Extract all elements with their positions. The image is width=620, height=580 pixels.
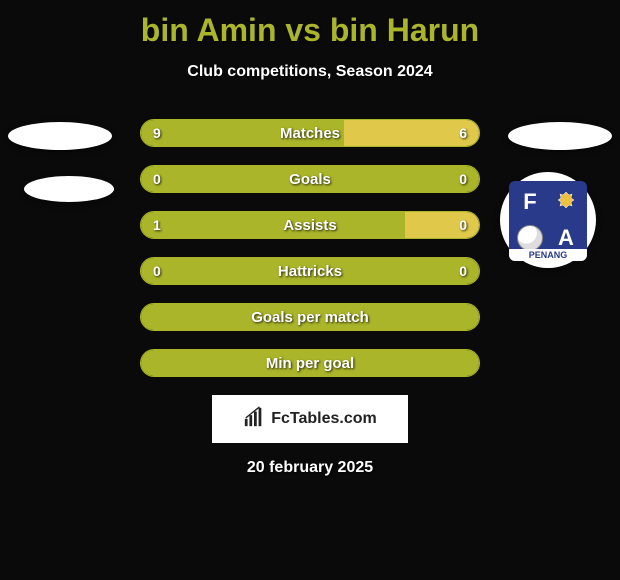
stat-bar-left xyxy=(141,212,405,238)
stat-row: 96Matches xyxy=(140,119,480,147)
stat-row: 00Hattricks xyxy=(140,257,480,285)
brand-chart-icon xyxy=(243,406,265,433)
comparison-chart: 96Matches 00Goals 10Assists 00Hattricks Goal… xyxy=(0,119,620,377)
brand-box: FcTables.com xyxy=(212,395,408,443)
stat-row: 00Goals xyxy=(140,165,480,193)
stat-row: Min per goal xyxy=(140,349,480,377)
page-subtitle: Club competitions, Season 2024 xyxy=(0,63,620,81)
stat-bar-left xyxy=(141,258,479,284)
stat-bar-left xyxy=(141,304,479,330)
footer-date: 20 february 2025 xyxy=(0,459,620,477)
stat-bar-right xyxy=(344,120,479,146)
page-title: bin Amin vs bin Harun xyxy=(0,0,620,49)
stat-row: Goals per match xyxy=(140,303,480,331)
stat-bar-left xyxy=(141,350,479,376)
stat-bar-left xyxy=(141,120,344,146)
stat-bar-right xyxy=(405,212,479,238)
stat-row: 10Assists xyxy=(140,211,480,239)
stat-bar-left xyxy=(141,166,479,192)
brand-text: FcTables.com xyxy=(271,410,377,428)
